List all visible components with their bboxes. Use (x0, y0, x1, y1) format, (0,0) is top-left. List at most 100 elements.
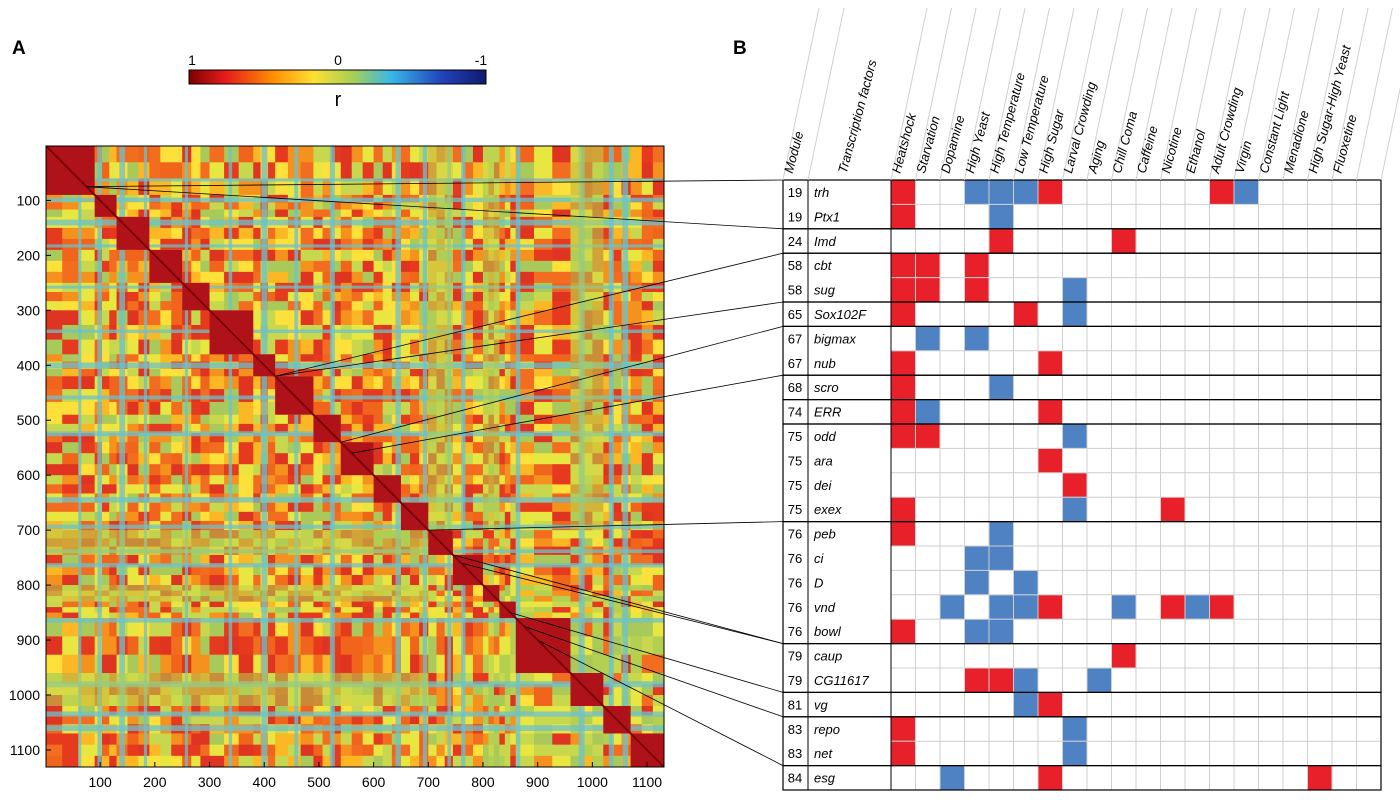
heatmap-cell (46, 310, 63, 326)
heatmap-cell (149, 414, 161, 425)
heatmap-cell (510, 715, 517, 725)
heatmap-cell (160, 636, 172, 656)
heatmap-cell (373, 502, 384, 513)
heatmap-cell (322, 607, 333, 614)
heatmap-cell (612, 636, 623, 656)
heatmap-cell (313, 178, 324, 196)
heatmap-cell (200, 636, 211, 656)
heatmap-cell (641, 291, 654, 302)
heatmap-cell (160, 433, 172, 443)
heatmap-cell (171, 368, 183, 377)
response-cell-blue (1014, 180, 1038, 204)
heatmap-cell (109, 715, 118, 725)
heatmap-cell (510, 433, 517, 443)
heatmap-cell (603, 260, 614, 273)
heatmap-cell (109, 227, 118, 240)
heatmap-cell (238, 376, 254, 390)
heatmap-cell (149, 554, 161, 566)
heatmap-cell (472, 202, 484, 211)
module-number: 58 (788, 283, 802, 298)
connector-line (428, 521, 784, 531)
heatmap-cell (191, 554, 202, 566)
heatmap-cell (499, 705, 506, 716)
heatmap-stripe (46, 725, 664, 731)
x-tick-label: 100 (88, 774, 112, 790)
heatmap-cell (428, 564, 438, 576)
heatmap-cell (603, 654, 614, 674)
heatmap-stripe (46, 497, 664, 503)
heatmap-cell (300, 301, 315, 311)
heatmap-cell (504, 585, 511, 592)
heatmap-cell (534, 695, 553, 707)
heatmap-stripe (46, 431, 664, 437)
heatmap-cell (652, 654, 664, 674)
heatmap-cell (472, 401, 484, 416)
heatmap-cell (382, 260, 393, 273)
heatmap-cell (552, 442, 572, 454)
transcription-factor-name: peb (813, 527, 836, 542)
heatmap-cell (331, 744, 342, 757)
heatmap-cell (200, 227, 211, 240)
heatmap-cell (534, 260, 553, 273)
heatmap-cell (127, 310, 140, 326)
y-tick-label: 700 (17, 522, 41, 538)
heatmap-cell (410, 178, 420, 196)
heatmap-cell (200, 601, 211, 608)
heatmap-cell (488, 744, 495, 757)
heatmap-cell (472, 453, 484, 465)
heatmap-cell (410, 464, 420, 476)
heatmap-cell (452, 249, 464, 262)
heatmap-cell (127, 249, 140, 262)
heatmap-cell (428, 607, 438, 614)
heatmap-cell (275, 554, 289, 566)
heatmap-cell (641, 585, 654, 592)
heatmap-cell (322, 202, 333, 211)
transcription-factor-name: bigmax (814, 331, 856, 346)
heatmap-cell (200, 202, 211, 211)
heatmap-cell (340, 755, 353, 767)
heatmap-cell (149, 433, 161, 443)
heatmap-cell (630, 162, 643, 180)
heatmap-cell (340, 554, 353, 566)
heatmap-cell (340, 733, 353, 746)
header-guide-line (1258, 7, 1295, 181)
heatmap-cell (101, 368, 110, 377)
heatmap-cell (322, 636, 333, 656)
heatmap-cell (351, 601, 364, 608)
heatmap-cell (160, 475, 172, 485)
heatmap-cell (253, 464, 262, 476)
column-header: Transcription factors (835, 58, 880, 175)
response-cell-blue (1063, 717, 1087, 741)
transcription-factor-name: nub (814, 356, 836, 371)
heatmap-cell (510, 695, 517, 707)
heatmap-cell (362, 502, 375, 513)
heatmap-cell (253, 310, 262, 326)
heatmap-cell (351, 376, 364, 390)
response-cell-blue (940, 595, 964, 619)
heatmap-cell (200, 376, 211, 390)
heatmap-cell (641, 590, 654, 597)
heatmap-cell (603, 511, 614, 522)
heatmap-cell (313, 612, 324, 619)
heatmap-cell (612, 442, 623, 454)
heatmap-cell (238, 453, 254, 465)
heatmap-cell (267, 601, 276, 608)
heatmap-cell (603, 684, 614, 696)
module-number: 68 (788, 380, 802, 395)
heatmap-cell (534, 612, 553, 619)
response-cell-red (1112, 644, 1136, 668)
heatmap-cell (191, 612, 202, 619)
heatmap-stripe (119, 146, 126, 767)
heatmap-cell (340, 376, 353, 390)
heatmap-cell (612, 209, 623, 218)
heatmap-cell (362, 291, 375, 302)
heatmap-cell (472, 301, 484, 311)
heatmap-cell (127, 401, 140, 416)
y-tick-label: 400 (17, 357, 41, 373)
heatmap-cell (552, 271, 572, 284)
heatmap-cell (351, 607, 364, 614)
heatmap-cell (191, 162, 202, 180)
heatmap-cell (160, 368, 172, 377)
heatmap-cell (238, 209, 254, 218)
heatmap-cell (428, 755, 438, 767)
